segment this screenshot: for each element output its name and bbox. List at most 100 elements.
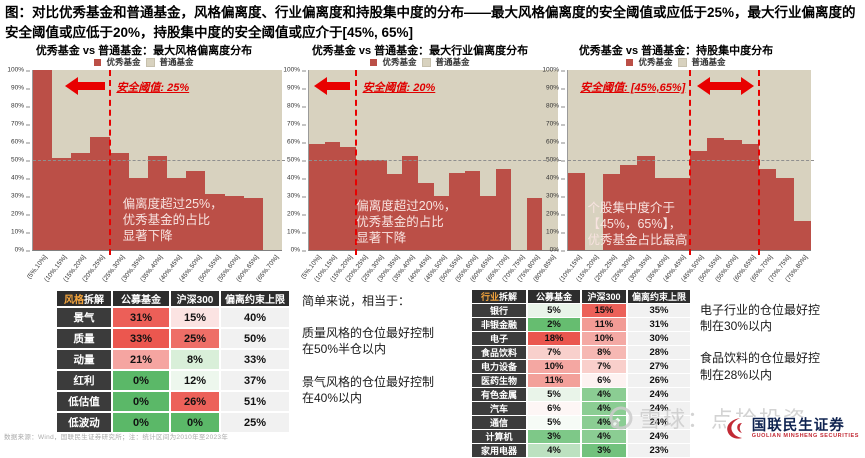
chart-concentration-panel: 优秀基金 vs 普通基金：持股集中度分布 优秀基金 普通基金 100% 90% 80…	[541, 42, 814, 288]
fund-value-cell: 11%	[528, 374, 580, 387]
header-accent-text: 风格	[64, 295, 84, 306]
chart-annotation: 偏离度超过20%， 优秀基金的占比 显著下降	[356, 198, 456, 246]
bar-excellent-fund	[128, 178, 148, 250]
deviation-cap-cell: 24%	[628, 430, 690, 443]
benchmark-value-cell: 4%	[582, 430, 626, 443]
row-name-cell: 低波动	[57, 413, 111, 432]
chart-style-deviation-panel: 优秀基金 vs 普通基金：最大风格偏离度分布 优秀基金 普通基金 100% 90%…	[6, 42, 285, 288]
table-row: 家用电器 4% 3% 23%	[472, 444, 690, 457]
row-name-cell: 食品饮料	[472, 346, 526, 359]
table-header-cell: 公募基金	[113, 291, 169, 306]
table-row: 非银金融 2% 11% 31%	[472, 318, 690, 331]
fund-value-cell: 33%	[113, 329, 169, 348]
middle-notes: 简单来说，相当于： 质量风格的仓位最好控制在50%半仓以内 景气风格的仓位最好控制在…	[302, 293, 436, 422]
legend-swatch-ordinary-icon	[677, 57, 687, 67]
deviation-cap-cell: 24%	[628, 402, 690, 415]
y-axis-tick-label: 70%	[286, 120, 307, 128]
fund-value-cell: 5%	[528, 388, 580, 401]
threshold-line	[354, 70, 357, 255]
deviation-cap-cell: 27%	[628, 360, 690, 373]
table-row: 医药生物 11% 6% 26%	[472, 374, 690, 387]
deviation-cap-cell: 28%	[628, 346, 690, 359]
row-name-cell: 质量	[57, 329, 111, 348]
benchmark-value-cell: 0%	[171, 413, 219, 432]
bar-excellent-fund	[90, 136, 110, 250]
y-axis-tick-label: 20%	[286, 210, 307, 218]
table-header-cell: 偏离约束上限	[628, 290, 690, 303]
benchmark-value-cell: 8%	[171, 350, 219, 369]
benchmark-value-cell: 8%	[582, 346, 626, 359]
y-axis-tick-label: 40%	[545, 174, 566, 182]
x-axis-labels: (5%,10%] (10%,15%] (15%,20%] (20%,25%] (25%,…	[300, 251, 558, 293]
benchmark-value-cell: 11%	[582, 318, 626, 331]
x-axis-labels: (10%,15%] (15%,20%] (20%,25%] (25%,30%] (30%…	[558, 251, 811, 293]
row-name-cell: 家用电器	[472, 444, 526, 457]
fund-value-cell: 5%	[528, 416, 580, 429]
legend-swatch-excellent-icon	[94, 58, 102, 66]
broker-logo: 国联民生证券 GUOLIAN MINSHENG SECURITIES	[725, 417, 859, 441]
bar-excellent-fund	[309, 143, 325, 250]
chart-title: 优秀基金 vs 普通基金：持股集中度分布	[578, 45, 774, 57]
bar-excellent-fund	[52, 158, 72, 250]
page-title: 图：对比优秀基金和普通基金，风格偏离度、行业偏离度和持股集中度的分布——最大风格…	[5, 5, 856, 40]
annotation-line: 优秀基金占比最高	[587, 232, 688, 247]
threshold-line	[108, 70, 111, 255]
plot-area: 安全阈值: [45%,65%] 个股集中度介于 【45%，65%】， 优秀基金占比最…	[567, 70, 814, 255]
row-name-cell: 有色金属	[472, 388, 526, 401]
row-name-cell: 动量	[57, 350, 111, 369]
double-arrow-icon	[696, 77, 754, 96]
deviation-cap-cell: 40%	[221, 308, 289, 327]
bar-excellent-fund	[526, 197, 543, 250]
annotation-line: 显著下降	[122, 229, 173, 243]
gridline-50pct	[33, 160, 285, 161]
bar-excellent-fund	[654, 178, 673, 250]
fund-value-cell: 18%	[528, 332, 580, 345]
y-axis-tick-label: 0%	[290, 246, 307, 254]
bar-excellent-fund	[672, 178, 690, 250]
benchmark-value-cell: 26%	[171, 392, 219, 411]
legend-swatch-excellent-icon	[626, 58, 634, 66]
bar-excellent-fund	[340, 147, 356, 250]
benchmark-value-cell: 4%	[582, 388, 626, 401]
row-name-cell: 红利	[57, 371, 111, 390]
bar-excellent-fund	[147, 156, 168, 250]
y-axis-tick-label: 60%	[10, 138, 31, 146]
y-axis-tick-label: 10%	[286, 228, 307, 236]
bar-excellent-fund	[793, 221, 812, 250]
bar-excellent-fund	[386, 174, 403, 250]
fund-value-cell: 7%	[528, 346, 580, 359]
note-paragraph: 质量风格的仓位最好控制在50%半仓以内	[302, 326, 435, 357]
note-paragraph: 景气风格的仓位最好控制在40%以内	[302, 374, 435, 405]
bar-excellent-fund	[620, 165, 638, 250]
y-axis-tick-label: 60%	[286, 138, 307, 146]
bar-excellent-fund	[464, 170, 481, 250]
fund-value-cell: 2%	[528, 318, 580, 331]
bar-excellent-fund	[167, 178, 187, 250]
y-axis-tick-label: 30%	[545, 192, 566, 200]
bar-excellent-fund	[205, 194, 225, 250]
benchmark-value-cell: 15%	[582, 304, 626, 317]
row-name-cell: 汽车	[472, 402, 526, 415]
deviation-cap-cell: 31%	[628, 318, 690, 331]
y-axis: 100% 90% 80% 70% 60% 50% 40% 30% 20% 10% 0%	[282, 67, 308, 254]
annotation-line: 显著下降	[356, 230, 407, 245]
y-axis-tick-label: 100%	[7, 66, 30, 74]
bar-excellent-fund	[243, 197, 263, 250]
broker-name-en: GUOLIAN MINSHENG SECURITIES	[751, 432, 859, 439]
benchmark-value-cell: 15%	[171, 308, 219, 327]
deviation-cap-cell: 26%	[628, 374, 690, 387]
legend-label-ordinary: 普通基金	[691, 57, 726, 67]
y-axis-tick-label: 20%	[545, 210, 566, 218]
bar-excellent-fund	[758, 169, 777, 250]
legend-swatch-ordinary-icon	[145, 57, 155, 67]
y-axis-tick-label: 80%	[286, 102, 307, 110]
bar-excellent-fund	[449, 172, 465, 250]
y-axis-tick-label: 90%	[10, 84, 31, 92]
gridline-50pct	[568, 160, 814, 161]
bar-excellent-fund	[433, 196, 450, 250]
table-header-cell: 沪深300	[582, 290, 626, 303]
legend-label-excellent: 优秀基金	[638, 57, 673, 67]
broker-name-cn: 国联民生证券	[751, 417, 845, 434]
table-row: 质量 33% 25% 50%	[57, 329, 289, 348]
benchmark-value-cell: 25%	[171, 329, 219, 348]
